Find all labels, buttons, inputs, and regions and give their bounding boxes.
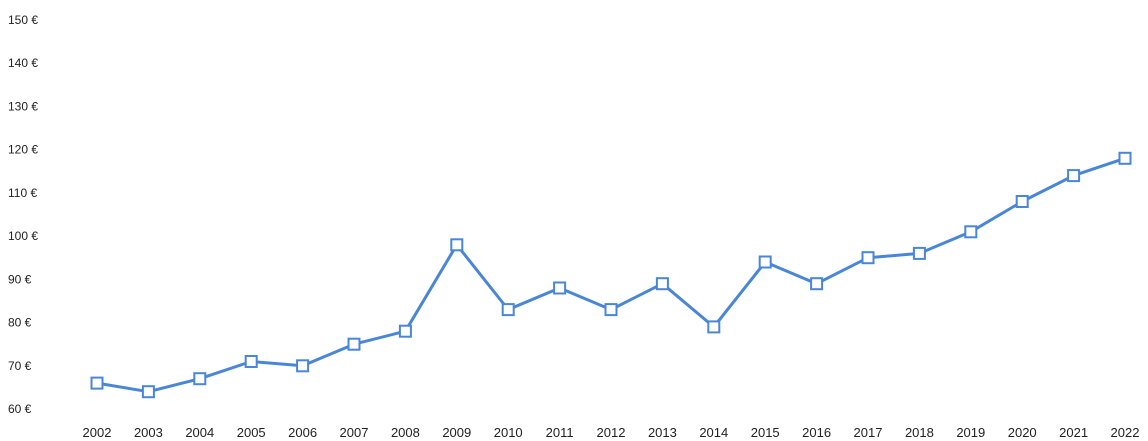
x-tick-label: 2010 — [494, 425, 523, 440]
x-tick-label: 2016 — [802, 425, 831, 440]
data-point-marker — [398, 324, 412, 338]
data-point-marker — [90, 376, 104, 390]
y-tick-label: 110 € — [8, 186, 37, 200]
x-tick-label: 2002 — [83, 425, 112, 440]
x-tick-label: 2004 — [185, 425, 214, 440]
x-tick-label: 2011 — [546, 425, 574, 440]
data-point-marker — [347, 337, 361, 351]
x-tick-label: 2006 — [288, 425, 317, 440]
data-point-marker — [501, 303, 515, 317]
data-point-marker — [193, 372, 207, 386]
y-tick-label: 70 € — [8, 359, 32, 373]
x-tick-label: 2018 — [905, 425, 934, 440]
data-point-marker — [861, 251, 875, 265]
x-tick-label: 2015 — [751, 425, 780, 440]
data-point-marker — [604, 303, 618, 317]
x-tick-label: 2009 — [442, 425, 471, 440]
y-tick-label: 80 € — [8, 316, 32, 330]
x-tick-label: 2021 — [1059, 425, 1088, 440]
x-tick-label: 2008 — [391, 425, 420, 440]
x-tick-label: 2014 — [699, 425, 728, 440]
data-point-marker — [1118, 151, 1132, 165]
data-point-marker — [296, 359, 310, 373]
data-point-marker — [964, 225, 978, 239]
y-tick-label: 60 € — [8, 402, 32, 416]
y-tick-label: 150 € — [8, 13, 38, 27]
x-tick-label: 2007 — [340, 425, 369, 440]
data-point-marker — [758, 255, 772, 269]
series-layer — [90, 151, 1132, 399]
x-tick-label: 2019 — [956, 425, 985, 440]
data-point-marker — [1067, 169, 1081, 183]
data-point-marker — [1015, 195, 1029, 208]
x-tick-label: 2005 — [237, 425, 266, 440]
y-tick-label: 90 € — [8, 272, 32, 286]
x-tick-label: 2017 — [854, 425, 883, 440]
x-tick-label: 2022 — [1111, 425, 1140, 440]
data-point-marker — [141, 385, 155, 399]
y-tick-label: 140 € — [8, 56, 38, 70]
data-point-marker — [912, 246, 926, 260]
data-point-marker — [553, 281, 567, 295]
x-tick-label: 2003 — [134, 425, 163, 440]
x-tick-label: 2012 — [597, 425, 626, 440]
x-axis-ticks: 2002 2003 2004 2005 2006 2007 2008 2009 2010 2011… — [83, 425, 1140, 440]
y-axis-ticks: 150 € 140 € 130 € 120 € 110 € 100 € 90 € 80 € 70… — [8, 13, 38, 416]
data-point-marker — [450, 238, 464, 252]
y-tick-label: 120 € — [8, 143, 38, 157]
x-tick-label: 2013 — [648, 425, 677, 440]
data-point-marker — [707, 320, 721, 334]
data-point-marker — [810, 277, 824, 291]
y-tick-label: 130 € — [8, 99, 38, 113]
data-point-marker — [244, 355, 258, 368]
data-point-marker — [655, 277, 669, 291]
x-tick-label: 2020 — [1008, 425, 1037, 440]
y-tick-label: 100 € — [8, 229, 38, 243]
